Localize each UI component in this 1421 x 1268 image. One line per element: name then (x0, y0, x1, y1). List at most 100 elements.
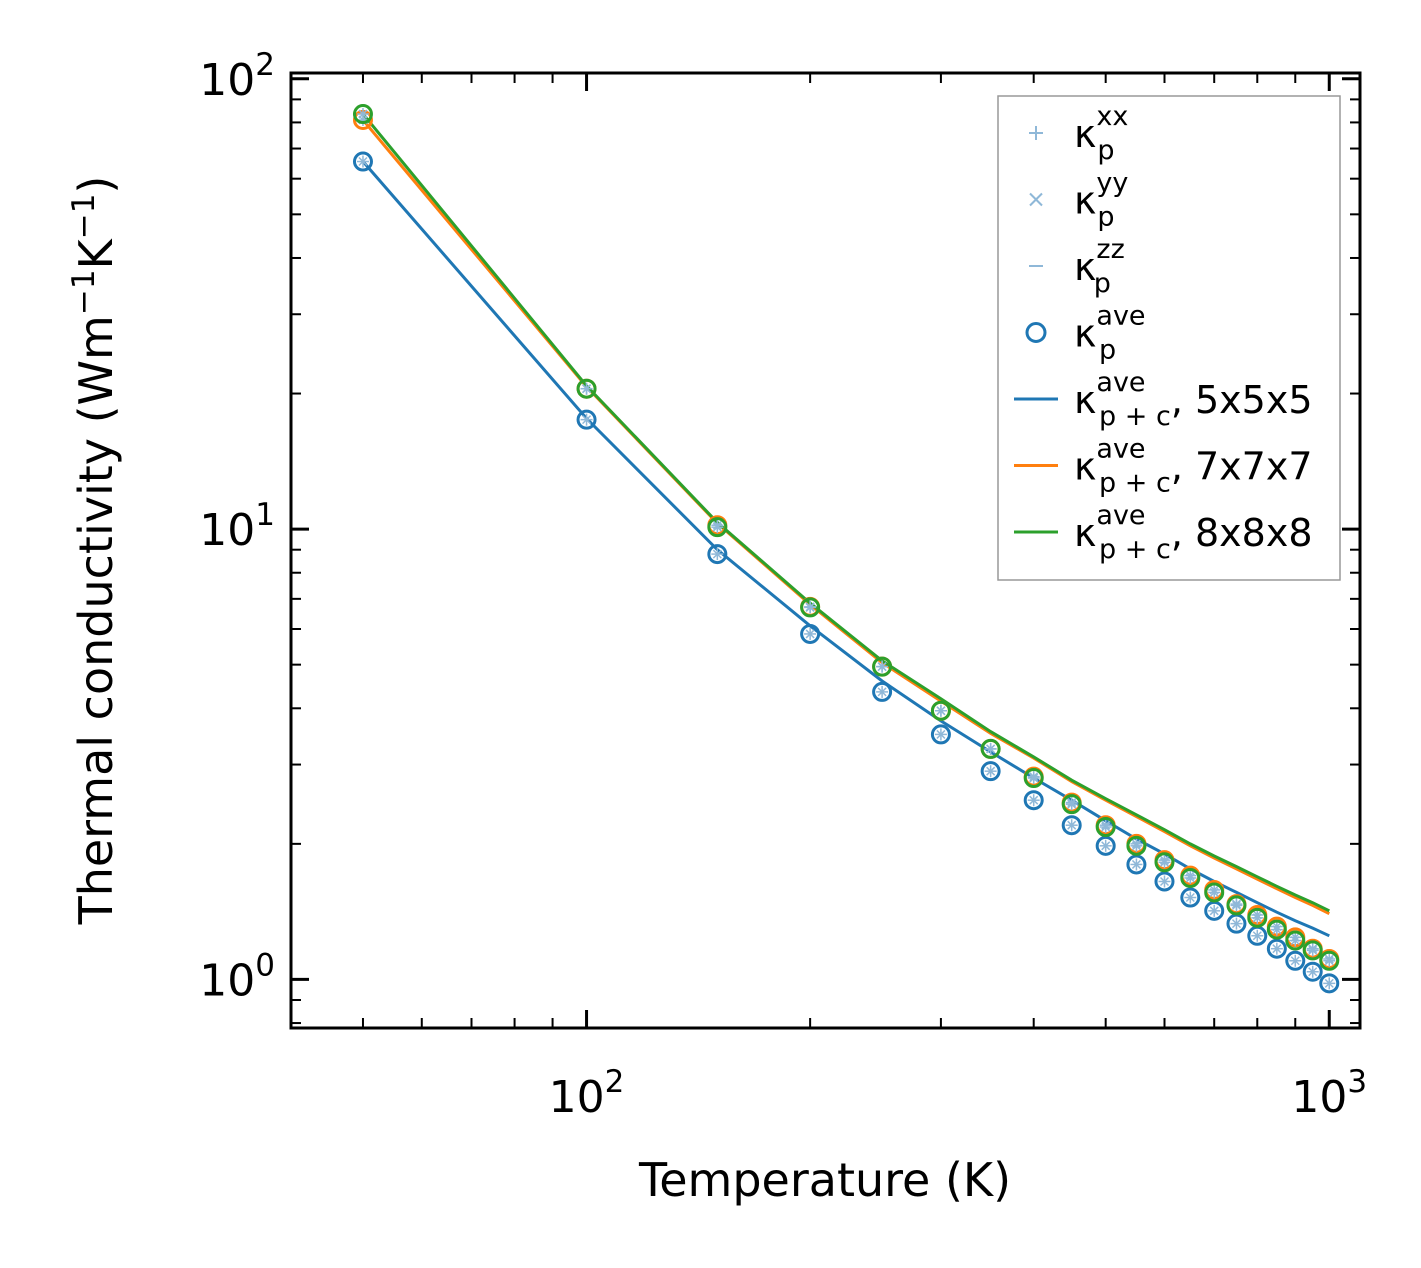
kp-yy-marker (986, 744, 996, 754)
series-line-8x8x8 (361, 113, 1330, 913)
kp-ave-marker-8x8x8 (576, 378, 597, 399)
kp-yy-marker (1131, 859, 1141, 869)
kp-yy-marker (582, 415, 592, 425)
kp-ave-marker-8x8x8 (1061, 794, 1082, 815)
kp-yy-marker (1308, 945, 1318, 955)
kp-yy-marker (1209, 906, 1219, 916)
kp-ave-marker-8x8x8 (1180, 867, 1201, 888)
kp-yy-marker (1324, 978, 1334, 988)
y-axis-label-exp2: −1 (66, 194, 102, 240)
legend-symbol: κ (1074, 511, 1096, 555)
kp-yy-marker (1252, 913, 1262, 923)
legend-symbol: κ (1074, 179, 1096, 223)
legend-suffix: , 8x8x8 (1171, 511, 1313, 555)
kp-yy-marker (1131, 841, 1141, 851)
kp-yy-marker (1272, 944, 1282, 954)
kp-ave-marker-8x8x8 (1154, 852, 1175, 873)
kp-ave-marker-8x8x8 (707, 517, 728, 538)
legend-symbol: κ (1074, 112, 1096, 156)
kp-yy-marker (1209, 887, 1219, 897)
y-axis-label-exp1: −1 (66, 269, 102, 315)
legend-symbol: κ (1074, 445, 1096, 489)
legend-circle-icon (1025, 322, 1047, 343)
legend-subscript: p (1094, 268, 1111, 299)
kp-ave-marker-8x8x8 (1204, 882, 1225, 903)
kp-ave-marker-5x5x5 (707, 544, 728, 565)
legend-subscript: p + c (1099, 534, 1171, 565)
kp-yy-marker (1029, 795, 1039, 805)
kp-yy-marker (1231, 900, 1241, 910)
kp-ave-marker-5x5x5 (1285, 950, 1306, 971)
x-tick-label: 103 (1291, 1064, 1367, 1123)
kp-yy-marker (1159, 876, 1170, 887)
y-tick-label: 100 (199, 947, 275, 1006)
y-tick-exponent: 0 (255, 947, 275, 983)
x-tick-base: 10 (1291, 1072, 1347, 1123)
kp-yy-marker (358, 156, 368, 167)
kp-yy-marker (1308, 967, 1318, 977)
legend-superscript: ave (1096, 500, 1145, 531)
kp-ave-marker-8x8x8 (800, 597, 821, 618)
kp-ave-marker-5x5x5 (1266, 938, 1287, 959)
kp-ave-marker-5x5x5 (872, 681, 893, 702)
x-tick-label: 102 (549, 1064, 625, 1123)
y-tick-label: 102 (199, 47, 275, 106)
kp-yy-marker (1272, 925, 1282, 935)
kp-ave-marker-8x8x8 (1285, 930, 1306, 951)
legend-subscript: p (1097, 135, 1114, 166)
legend-symbol: κ (1074, 312, 1096, 356)
series-lines (361, 113, 1330, 938)
kp-ave-marker-8x8x8 (1126, 835, 1147, 856)
y-tick-base: 10 (199, 55, 255, 106)
kp-ave-marker-5x5x5 (1302, 961, 1323, 982)
legend-subscript: p (1099, 335, 1116, 366)
legend-label: κave p + c, 5x5x5 (1074, 367, 1313, 432)
kp-yy-marker (986, 766, 996, 776)
legend-label: κzz p (1074, 234, 1125, 299)
x-tick-exponent: 3 (1347, 1064, 1367, 1100)
legend-superscript: yy (1096, 168, 1128, 199)
kp-ave-marker-8x8x8 (1319, 950, 1340, 971)
kp-yy-marker (712, 549, 722, 559)
plot-frame (289, 71, 1362, 1030)
kp-yy-marker (1029, 773, 1039, 783)
legend-suffix: , 5x5x5 (1171, 378, 1313, 422)
kp-yy-marker (877, 662, 887, 672)
y-axis-label-end: ) (69, 176, 123, 194)
kp-yy-marker (582, 384, 592, 394)
kp-yy-marker (1185, 892, 1195, 903)
kp-ave-marker-8x8x8 (1247, 907, 1268, 928)
x-tick-exponent: 2 (605, 1064, 625, 1100)
series-markers (352, 104, 1340, 994)
kp-yy-marker (1324, 956, 1334, 966)
kp-ave-marker-8x8x8 (1266, 919, 1287, 940)
kp-ave-marker-5x5x5 (1154, 871, 1175, 892)
kp-yy-marker (712, 522, 722, 532)
legend-cross-icon (1029, 192, 1043, 207)
legend-subscript: p (1097, 202, 1114, 233)
kp-ave-marker-5x5x5 (1319, 973, 1340, 994)
kp-yy-marker (1290, 956, 1300, 966)
legend-label: κave p + c, 7x7x7 (1074, 434, 1313, 499)
kp-ave-marker-5x5x5 (576, 409, 597, 430)
legend-superscript: ave (1096, 367, 1145, 398)
y-axis-label-main: Thermal conductivity (Wm (69, 315, 123, 925)
legend-superscript: zz (1096, 234, 1124, 265)
kp-ave-marker-8x8x8 (980, 738, 1001, 759)
legend-symbol: κ (1074, 245, 1096, 289)
y-axis-label: Thermal conductivity (Wm−1K−1) (66, 176, 123, 926)
kp-ave-marker-8x8x8 (1095, 816, 1116, 837)
x-axis-label: Temperature (K) (638, 1153, 1011, 1207)
legend-box (997, 95, 1341, 581)
kp-yy-marker (1290, 935, 1300, 946)
kp-yy-marker (1231, 919, 1241, 929)
series-line-5x5x5 (361, 160, 1330, 938)
kp-ave-marker-5x5x5 (1180, 887, 1201, 908)
kp-ave-marker-8x8x8 (1302, 940, 1323, 961)
kp-yy-marker (877, 687, 887, 697)
y-axis-label-mid: K (69, 237, 123, 269)
